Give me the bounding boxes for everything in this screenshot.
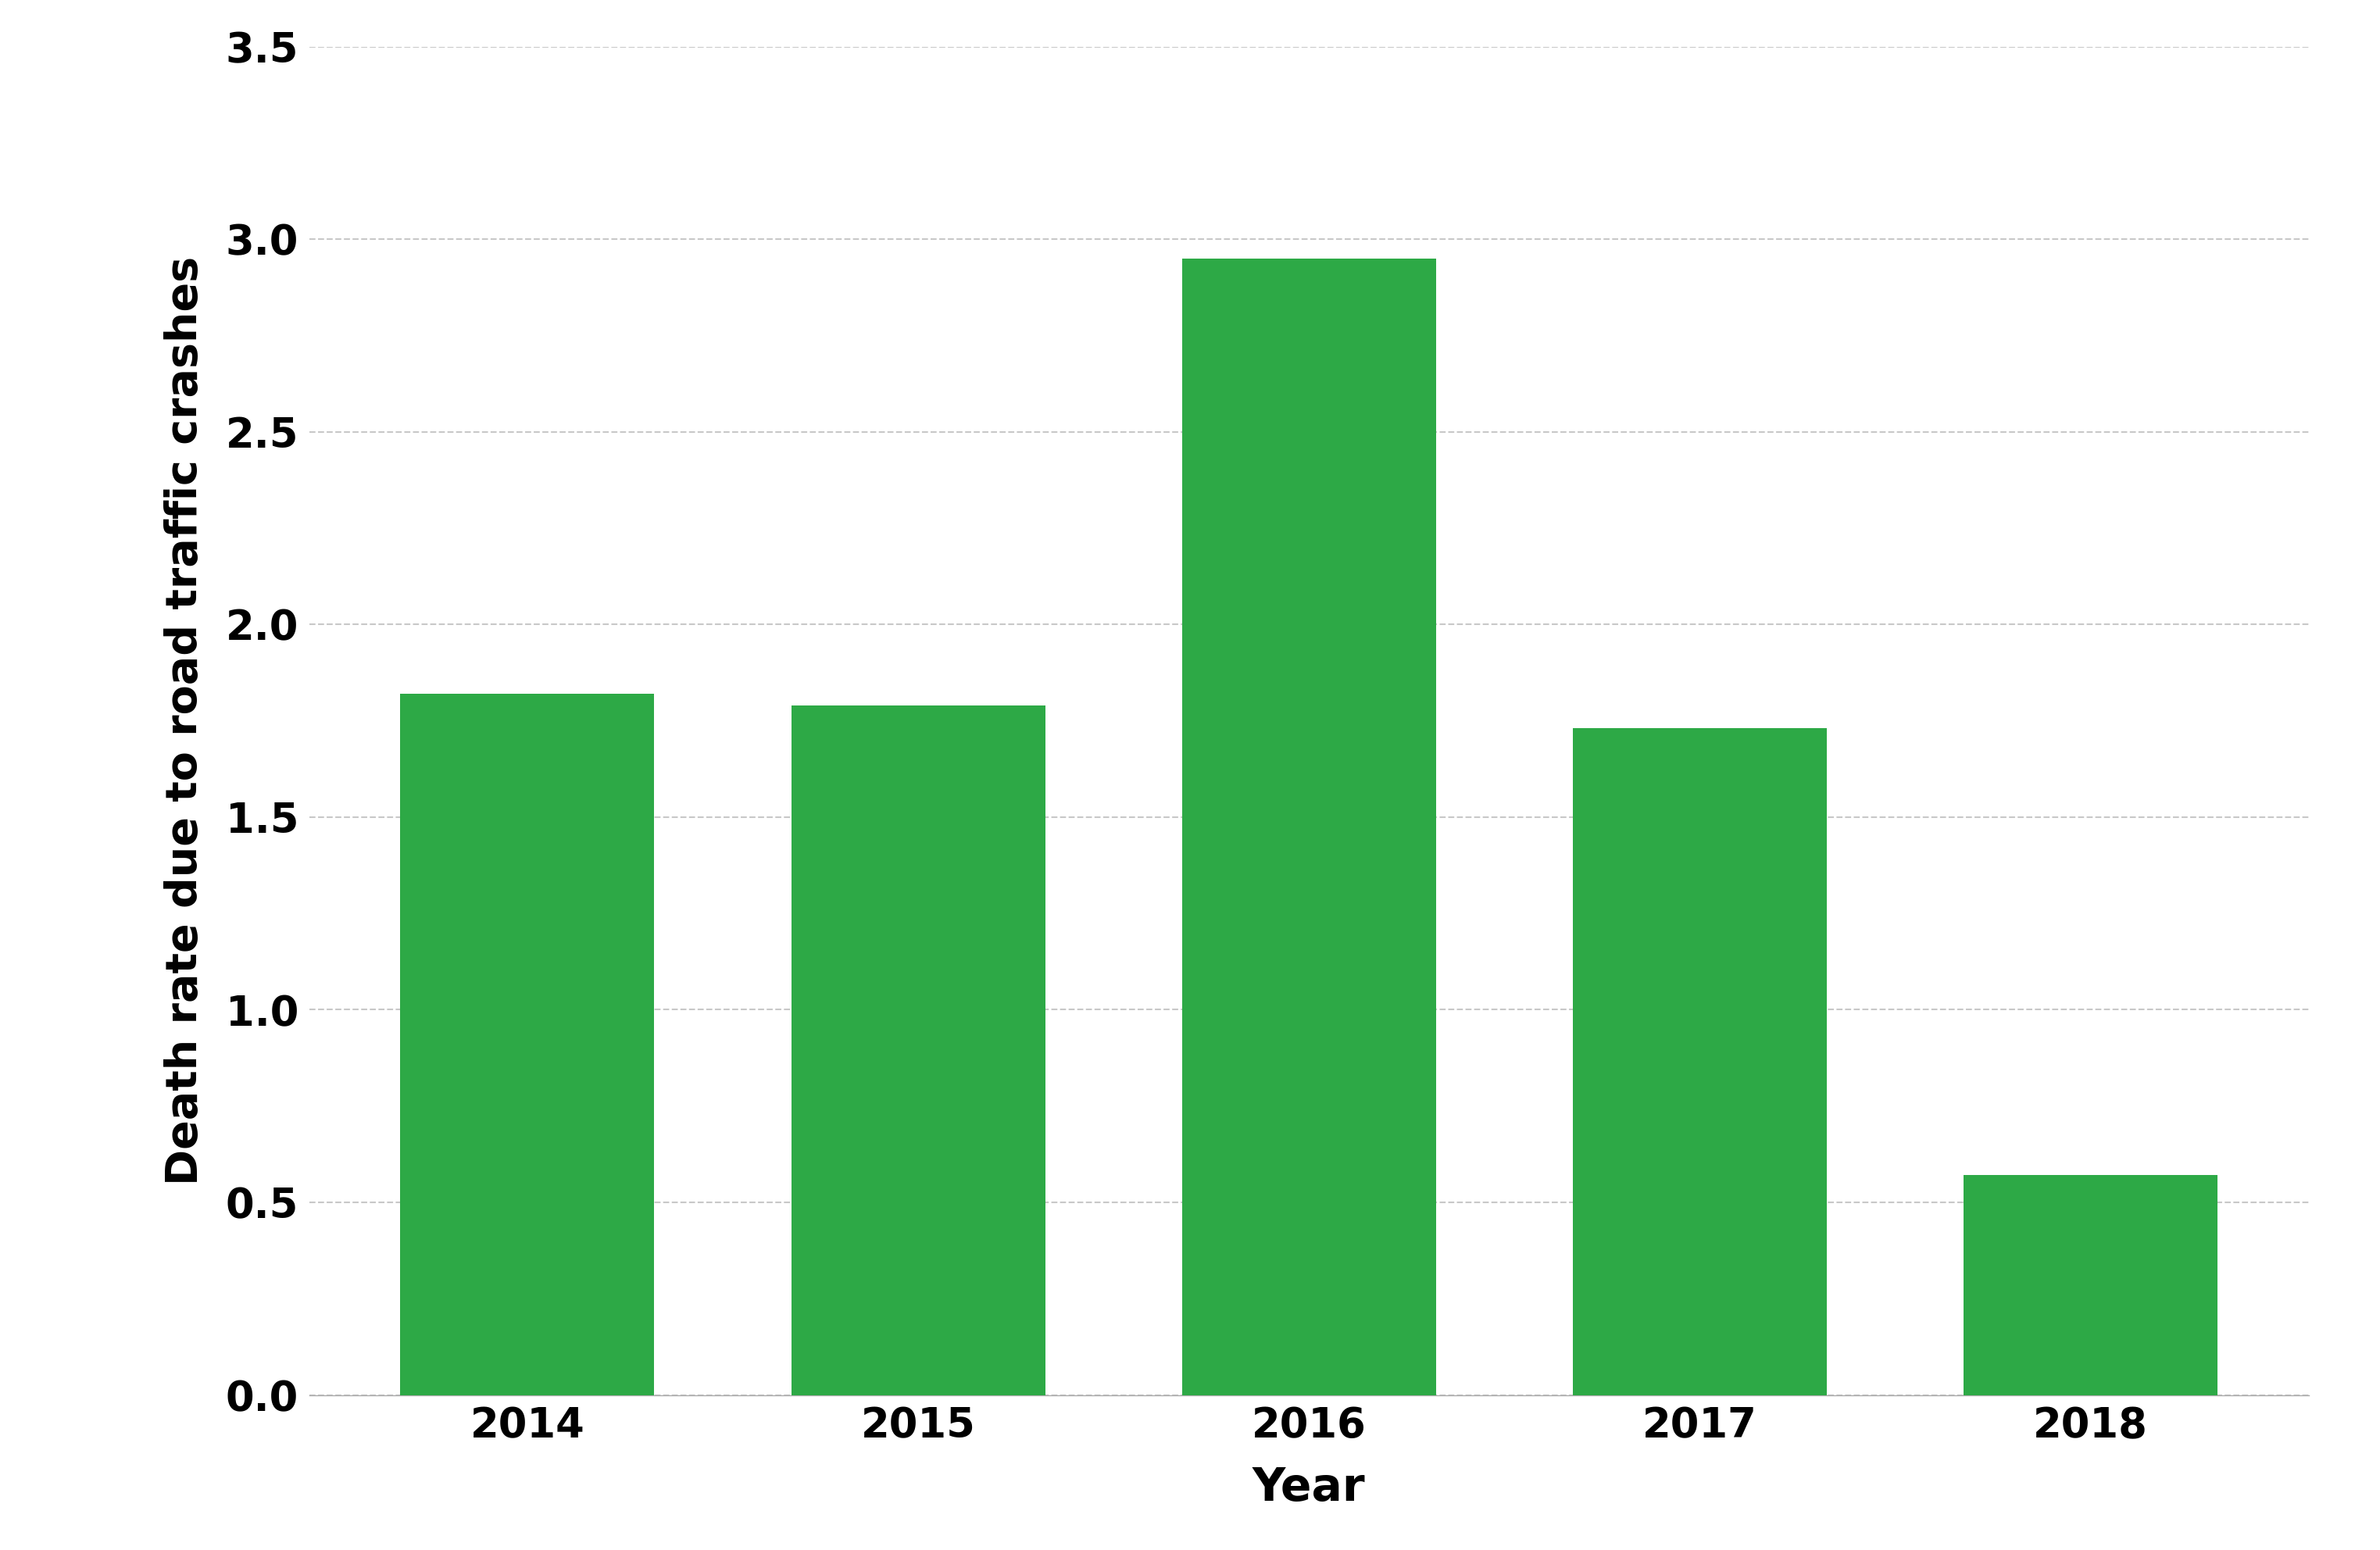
X-axis label: Year: Year: [1252, 1466, 1366, 1511]
Bar: [400, 694, 655, 1395]
Bar: [1573, 728, 1828, 1395]
Bar: [790, 705, 1045, 1395]
Bar: [1964, 1175, 2218, 1395]
Y-axis label: Death rate due to road traffic crashes: Death rate due to road traffic crashes: [164, 256, 207, 1186]
Bar: [1183, 259, 1435, 1395]
